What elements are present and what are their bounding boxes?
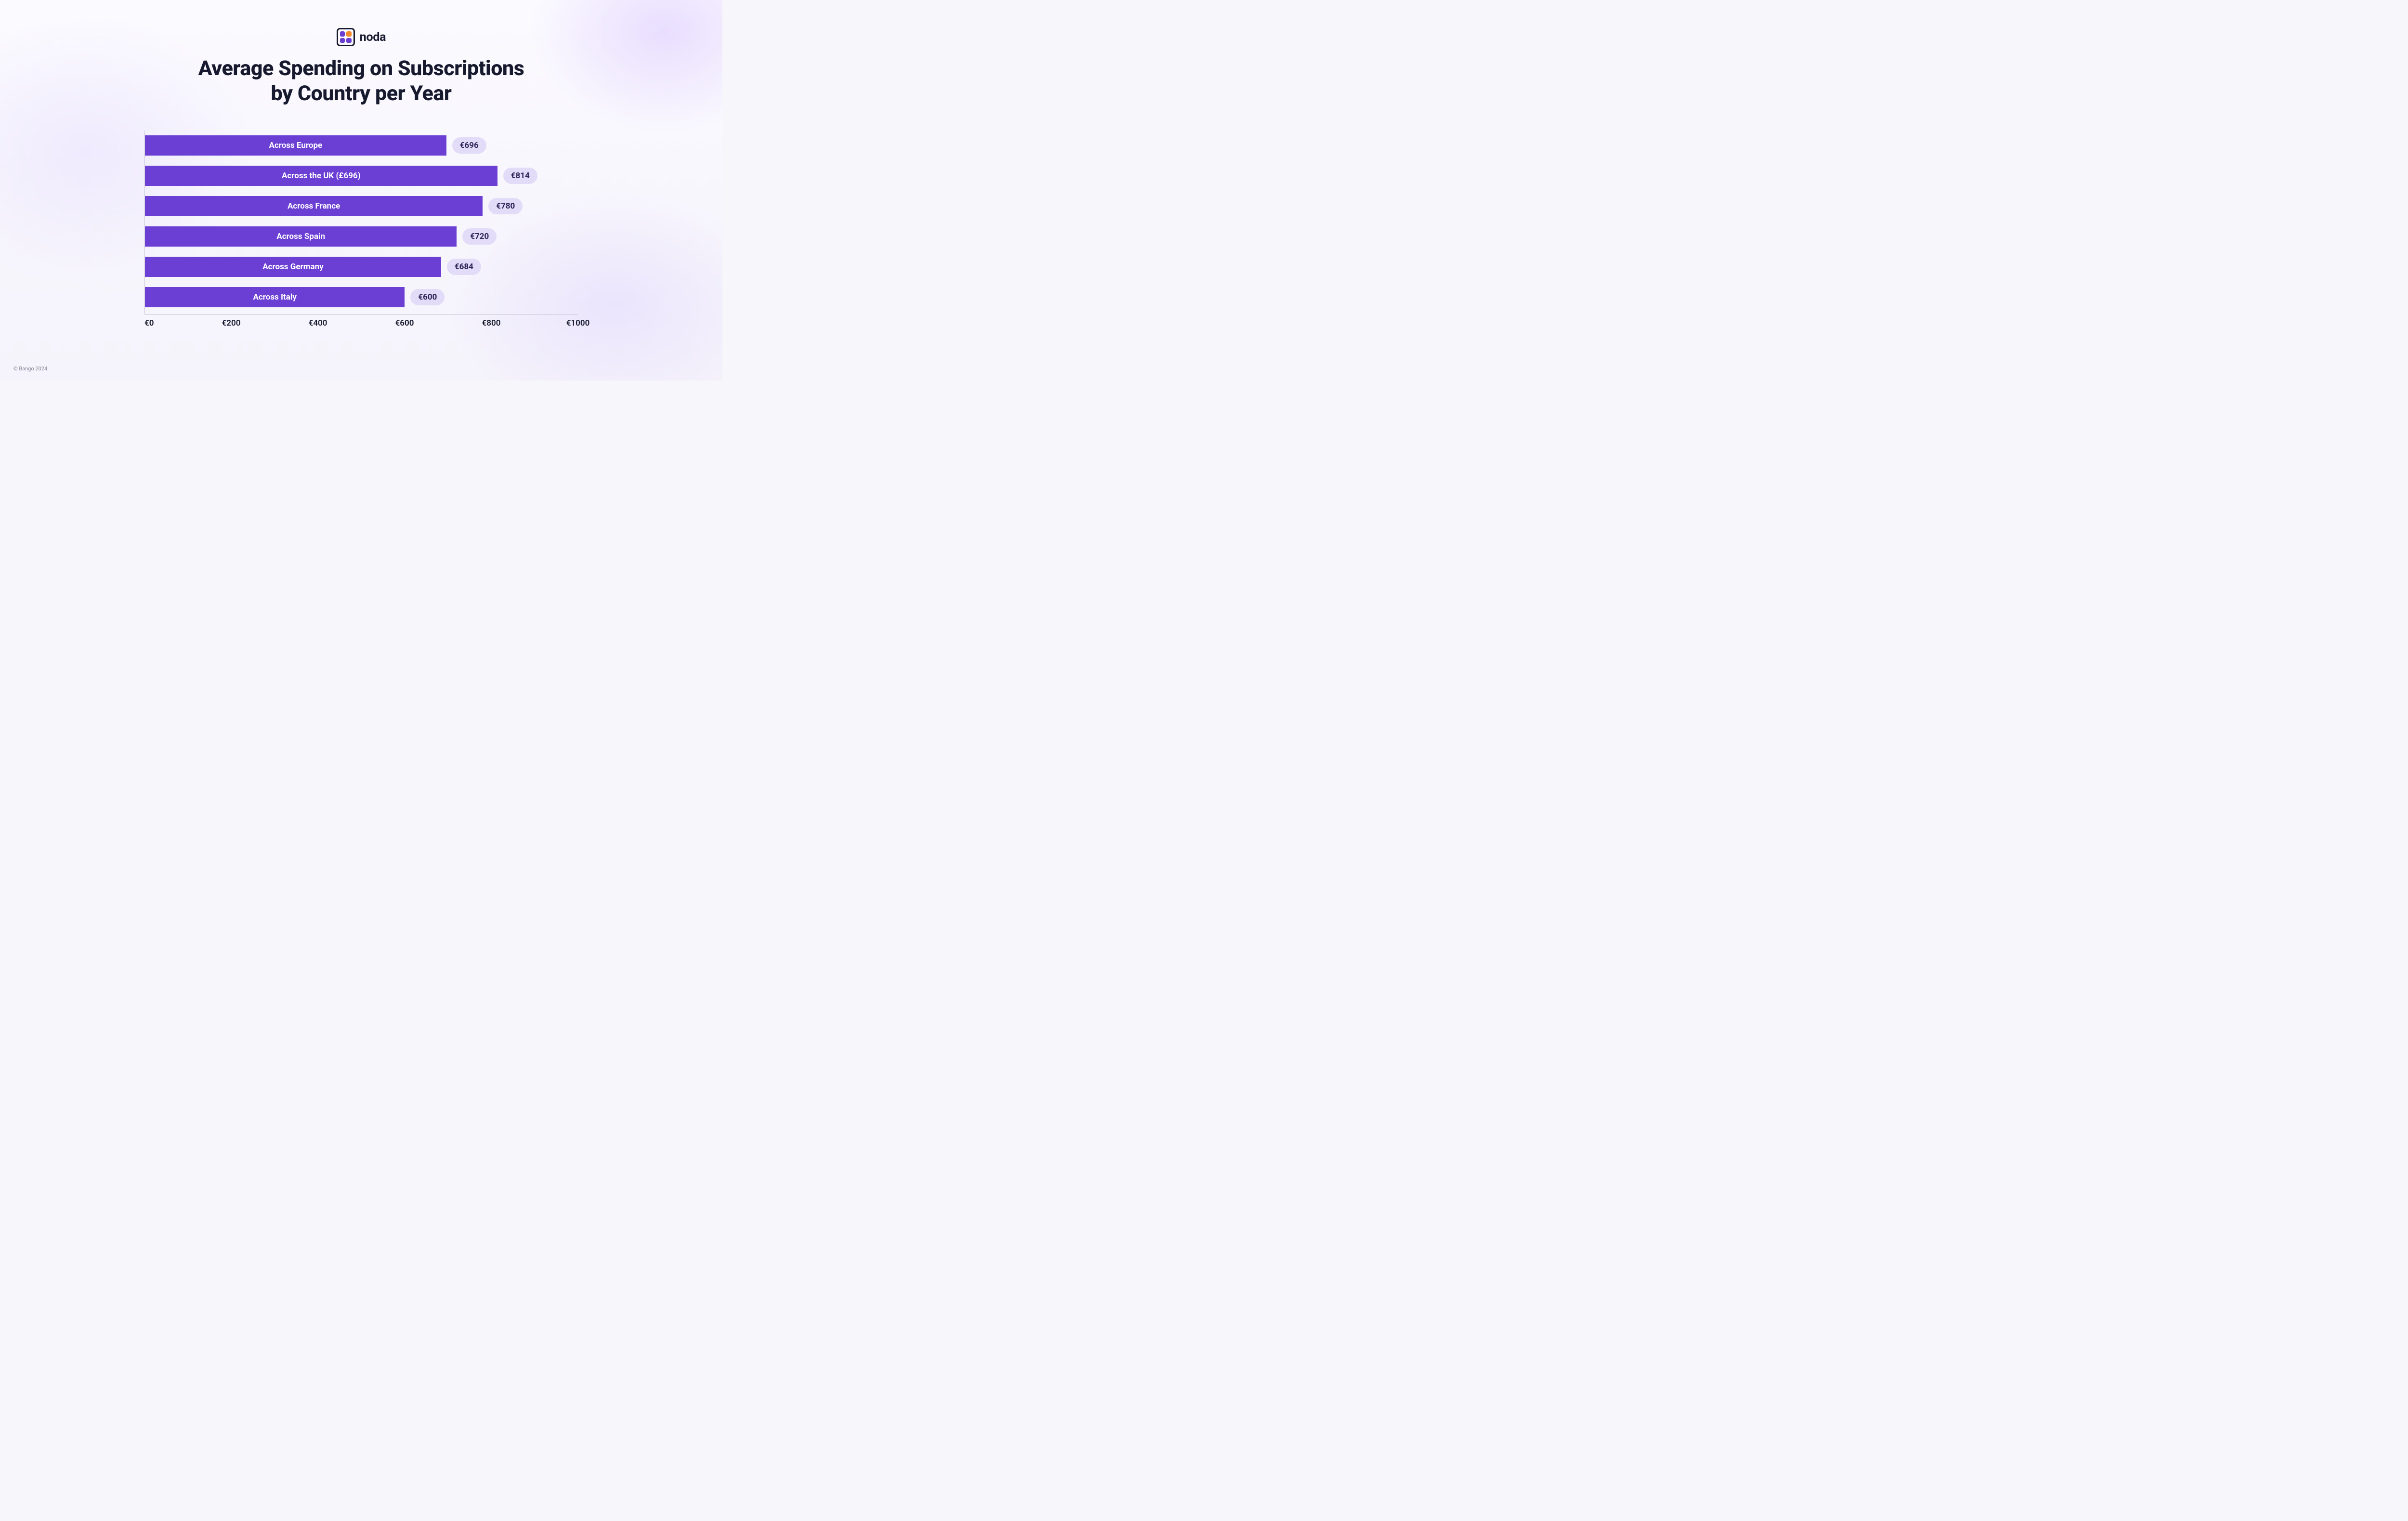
title-line-1: Average Spending on Subscriptions (198, 56, 524, 80)
chart-title: Average Spending on Subscriptions by Cou… (198, 56, 524, 106)
bar: Across Germany (145, 257, 441, 277)
copyright-text: © Bango 2024 (13, 366, 47, 372)
title-line-2: by Country per Year (271, 81, 452, 105)
bar-row: Across Italy €600 (145, 287, 578, 307)
x-axis-tick: €1000 (566, 318, 590, 328)
logo-dot (346, 38, 352, 43)
bar: Across Italy (145, 287, 405, 307)
value-pill: €720 (462, 228, 497, 245)
value-pill: €600 (410, 289, 445, 305)
bar-row: Across Germany €684 (145, 257, 578, 277)
bars-area: Across Europe €696 Across the UK (£696) €81… (144, 131, 578, 315)
bar-row: Across the UK (£696) €814 (145, 166, 578, 186)
bar: Across Europe (145, 135, 446, 156)
content-container: noda Average Spending on Subscriptions b… (0, 0, 722, 380)
x-axis-tick: €800 (482, 318, 501, 328)
x-axis: €0€200€400€600€800€1000 (144, 318, 578, 333)
spending-chart: Across Europe €696 Across the UK (£696) €81… (144, 131, 578, 333)
x-axis-tick: €0 (144, 318, 154, 328)
logo-dot (340, 38, 345, 43)
value-pill: €696 (452, 137, 486, 154)
brand-name: noda (360, 30, 386, 44)
value-pill: €814 (503, 168, 537, 184)
brand-logo: noda (337, 28, 386, 46)
bar-row: Across Europe €696 (145, 135, 578, 156)
bar-row: Across France €780 (145, 196, 578, 216)
value-pill: €684 (447, 259, 481, 275)
x-axis-tick: €600 (395, 318, 414, 328)
logo-dot (340, 31, 345, 37)
noda-logo-icon (337, 28, 355, 46)
bar: Across the UK (£696) (145, 166, 497, 186)
value-pill: €780 (488, 198, 523, 214)
bar: Across France (145, 196, 483, 216)
bar: Across Spain (145, 226, 457, 247)
x-axis-tick: €200 (222, 318, 241, 328)
logo-dot (346, 31, 352, 37)
x-axis-tick: €400 (309, 318, 327, 328)
bar-row: Across Spain €720 (145, 226, 578, 247)
